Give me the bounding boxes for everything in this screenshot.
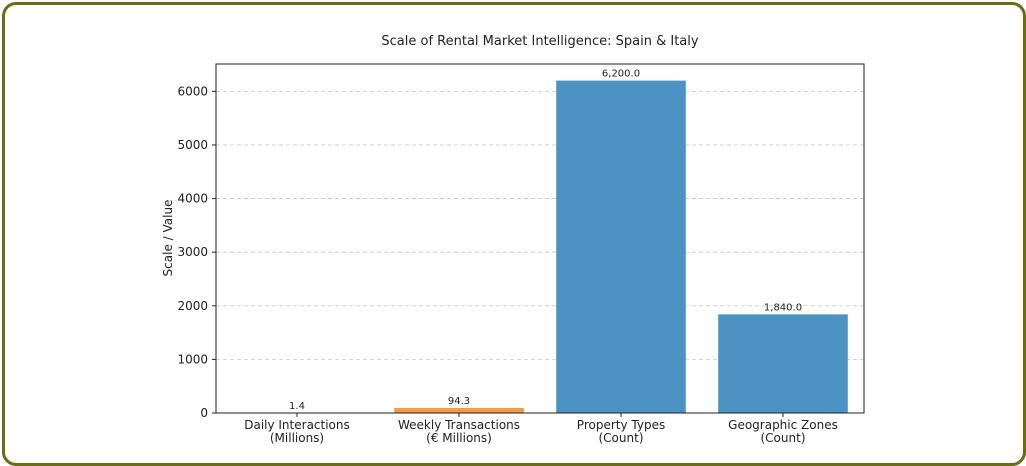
bar-value-label-0: 1.4: [289, 401, 305, 412]
x-tick-label-0-line-1: (Millions): [270, 431, 324, 445]
y-tick-label-3: 3000: [177, 245, 208, 259]
x-tick-label-0-line-0: Daily Interactions: [244, 418, 350, 432]
bar-value-label-2: 6,200.0: [602, 69, 640, 80]
bar-value-label-3: 1,840.0: [764, 302, 802, 313]
x-axis-ticks: Daily Interactions(Millions) Weekly Trans…: [244, 413, 838, 445]
x-tick-label-1-line-0: Weekly Transactions: [398, 418, 520, 432]
chart-title: Scale of Rental Market Intelligence: Spa…: [381, 34, 698, 49]
x-tick-label-2-line-0: Property Types: [577, 418, 665, 432]
bar-3: [718, 314, 848, 413]
x-tick-label-3-line-1: (Count): [761, 431, 806, 445]
y-axis-ticks: 0 1000 2000 3000 4000 5000 6000: [177, 84, 216, 420]
bar-value-label-1: 94.3: [448, 396, 470, 407]
y-tick-label-0: 0: [200, 406, 208, 420]
bar-1: [394, 407, 524, 413]
y-tick-label-1: 1000: [177, 352, 208, 366]
y-axis-label: Scale / Value: [161, 200, 175, 277]
y-tick-label-6: 6000: [177, 84, 208, 98]
y-tick-label-4: 4000: [177, 192, 208, 206]
x-tick-label-1-line-1: (€ Millions): [426, 431, 492, 445]
x-tick-label-3-line-0: Geographic Zones: [728, 418, 838, 432]
plot-area-border: [215, 63, 865, 414]
y-tick-label-5: 5000: [177, 138, 208, 152]
bar-2: [556, 80, 686, 413]
bars-group: 1.4 94.3 6,200.0 1,840.0: [232, 69, 848, 413]
y-tick-label-2: 2000: [177, 299, 208, 313]
x-tick-label-2-line-1: (Count): [599, 431, 644, 445]
